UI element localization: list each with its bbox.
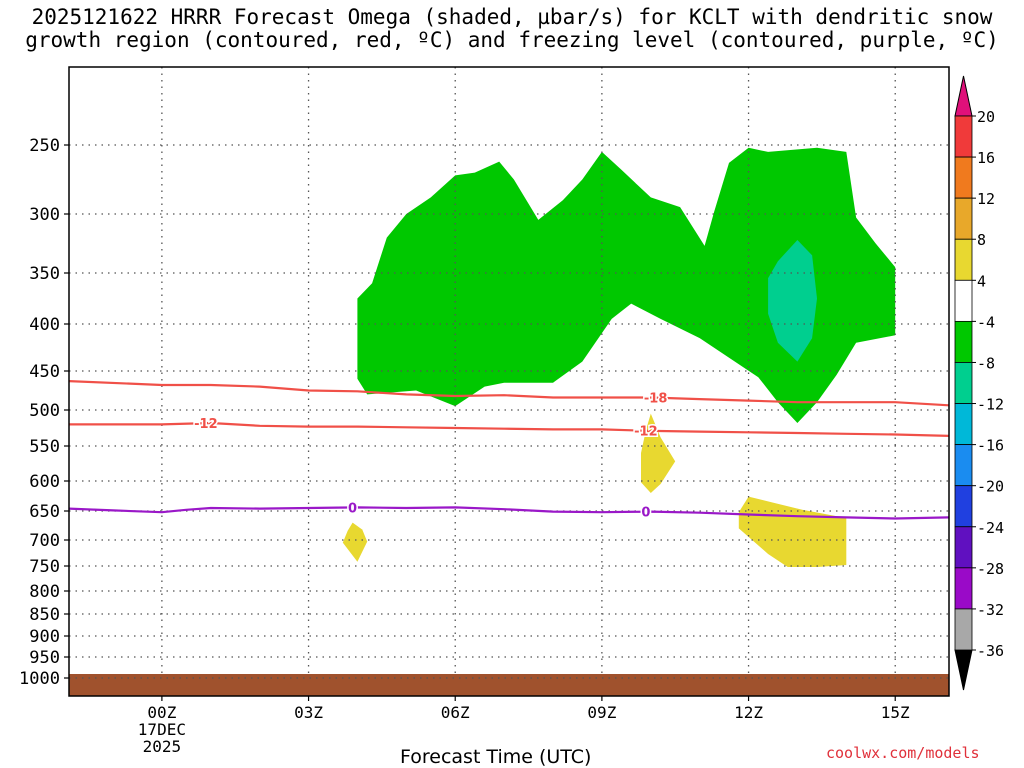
omega-shade-region-4 bbox=[738, 496, 847, 567]
colorbar-label: -12 bbox=[977, 396, 1004, 414]
colorbar-label: -24 bbox=[977, 519, 1004, 537]
colorbar-label: -32 bbox=[977, 601, 1004, 619]
colorbar-segment bbox=[954, 403, 973, 446]
x-axis-label: Forecast Time (UTC) bbox=[400, 746, 592, 768]
y-tick-label: 250 bbox=[29, 136, 60, 156]
contour-label: -12 bbox=[634, 425, 658, 440]
colorbar-label: 16 bbox=[977, 149, 995, 167]
ground-fill bbox=[69, 674, 949, 696]
colorbar-top-arrow bbox=[954, 75, 973, 117]
colorbar-bottom-arrow bbox=[954, 649, 973, 691]
y-tick-label: 350 bbox=[29, 264, 60, 284]
colorbar-segment bbox=[954, 197, 973, 240]
colorbar-segment bbox=[954, 279, 973, 322]
colorbar-segment bbox=[954, 156, 973, 199]
colorbar-label: 12 bbox=[977, 190, 995, 208]
colorbar-label: 8 bbox=[977, 231, 986, 249]
y-tick-label: 300 bbox=[29, 205, 60, 225]
y-tick-label: 650 bbox=[29, 502, 60, 522]
colorbar-label: 4 bbox=[977, 272, 986, 290]
omega-shade-region-1 bbox=[768, 240, 817, 362]
colorbar-segment bbox=[954, 238, 973, 281]
plot-frame bbox=[68, 66, 950, 697]
y-tick-label: 600 bbox=[29, 472, 60, 492]
colorbar-label: -28 bbox=[977, 560, 1004, 578]
colorbar-label: 20 bbox=[977, 108, 995, 126]
axes: 2503003504004505005506006507007508008509… bbox=[19, 66, 950, 756]
colorbar-segment bbox=[954, 567, 973, 610]
contour-label: -12 bbox=[194, 417, 218, 432]
colorbar-label: -36 bbox=[977, 642, 1004, 660]
x-tick-label: 09Z bbox=[587, 703, 616, 722]
x-tick-label: 2025 bbox=[143, 737, 182, 756]
colorbar-segment bbox=[954, 526, 973, 569]
plot-area: -18 -12 -12 0 0 bbox=[69, 67, 949, 696]
x-tick-label: 17DEC bbox=[138, 720, 186, 739]
x-tick-label: 00Z bbox=[147, 703, 176, 722]
y-tick-label: 400 bbox=[29, 315, 60, 335]
y-tick-label: 750 bbox=[29, 557, 60, 577]
colorbar-segment bbox=[954, 608, 973, 651]
chart-title: 2025121622 HRRR Forecast Omega (shaded, … bbox=[25, 5, 999, 52]
contour-line--12 bbox=[69, 421, 949, 437]
plot-inner: -18 -12 -12 0 0 bbox=[69, 67, 949, 696]
y-tick-label: 1000 bbox=[19, 669, 60, 689]
contour-label: 0 bbox=[348, 501, 357, 516]
contour-label: 0 bbox=[641, 506, 650, 521]
colorbar-label: -16 bbox=[977, 437, 1004, 455]
y-tick-label: 950 bbox=[29, 648, 60, 668]
y-tick-label: 700 bbox=[29, 531, 60, 551]
colorbar-segment bbox=[954, 485, 973, 528]
y-tick-label: 450 bbox=[29, 362, 60, 382]
y-tick-label: 900 bbox=[29, 627, 60, 647]
y-tick-label: 550 bbox=[29, 437, 60, 457]
y-tick-label: 800 bbox=[29, 582, 60, 602]
omega-shade-region-0 bbox=[357, 147, 896, 424]
colorbar-label: -4 bbox=[977, 313, 995, 331]
y-tick-label: 500 bbox=[29, 401, 60, 421]
contour-line--18 bbox=[69, 380, 949, 407]
contour-line-0 bbox=[69, 506, 949, 520]
omega-shade-region-2 bbox=[641, 413, 676, 493]
contour-label: -18 bbox=[644, 392, 668, 407]
colorbar-segment bbox=[954, 444, 973, 487]
x-tick-label: 15Z bbox=[881, 703, 910, 722]
y-tick-label: 850 bbox=[29, 605, 60, 625]
x-tick-label: 12Z bbox=[734, 703, 763, 722]
colorbar: 20 16 12 8 4 -4 -8 -12 -16 -20 -24 -28 -32 -36 bbox=[954, 75, 1004, 691]
omega-shade-region-3 bbox=[342, 522, 368, 562]
x-tick-label: 03Z bbox=[294, 703, 323, 722]
x-tick-label: 06Z bbox=[441, 703, 470, 722]
colorbar-segment bbox=[954, 362, 973, 404]
colorbar-segment bbox=[954, 115, 973, 158]
colorbar-segment bbox=[954, 320, 973, 363]
credit-link[interactable]: coolwx.com/models bbox=[826, 744, 980, 762]
colorbar-label: -8 bbox=[977, 354, 995, 372]
colorbar-label: -20 bbox=[977, 478, 1004, 496]
